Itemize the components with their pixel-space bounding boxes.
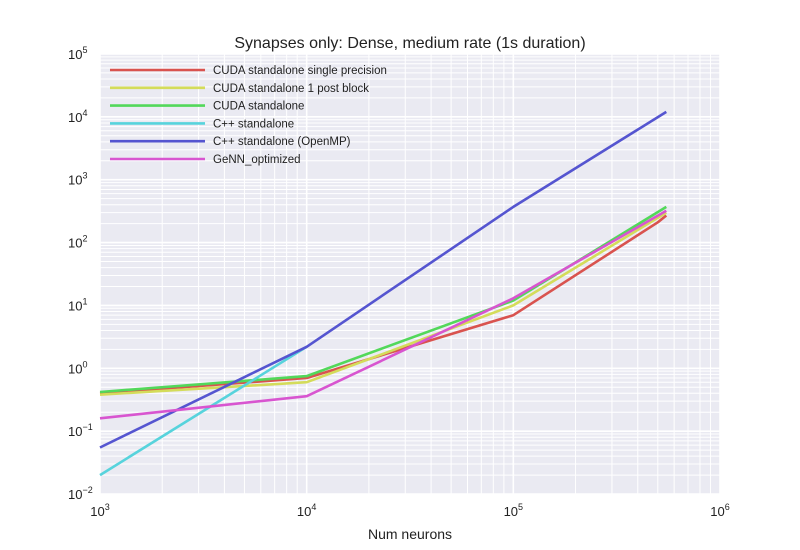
y-tick-label: 101 [68,296,87,313]
y-tick-label: 10−1 [68,422,93,439]
legend-label: C++ standalone (OpenMP) [213,136,351,148]
y-tick-label: 100 [68,359,87,376]
legend-label: C++ standalone [213,118,294,130]
y-tick-label: 10−2 [68,485,93,502]
y-tick-label: 102 [68,234,87,251]
x-tick-label: 103 [90,502,109,519]
minor-grid [100,54,720,494]
y-tick-labels: 10−2 10−1 100 101 102 103 104 105 [68,45,93,502]
series-line-1 [99,214,668,395]
y-tick-label: 105 [68,45,87,62]
plot-background [100,54,720,494]
series-line-5 [99,110,667,449]
chart-title: Synapses only: Dense, medium rate (1s du… [234,35,585,52]
legend: CUDA standalone single precision CUDA sta… [110,65,387,166]
series-line-2 [99,211,667,396]
y-tick-label: 103 [68,171,87,188]
x-tick-label: 106 [710,502,729,519]
legend-label: GeNN_optimized [213,154,301,166]
legend-label: CUDA standalone [213,101,304,113]
x-tick-label: 105 [504,502,523,519]
series-line-6 [99,209,667,420]
x-tick-labels: 103 104 105 106 [90,502,729,519]
series-lines [99,110,668,477]
y-tick-label: 104 [68,108,87,125]
legend-label: CUDA standalone 1 post block [213,83,369,95]
x-tick-label: 104 [297,502,316,519]
legend-label: CUDA standalone single precision [213,65,387,77]
x-axis-label: Num neurons [368,526,452,542]
series-line-4 [99,345,308,477]
